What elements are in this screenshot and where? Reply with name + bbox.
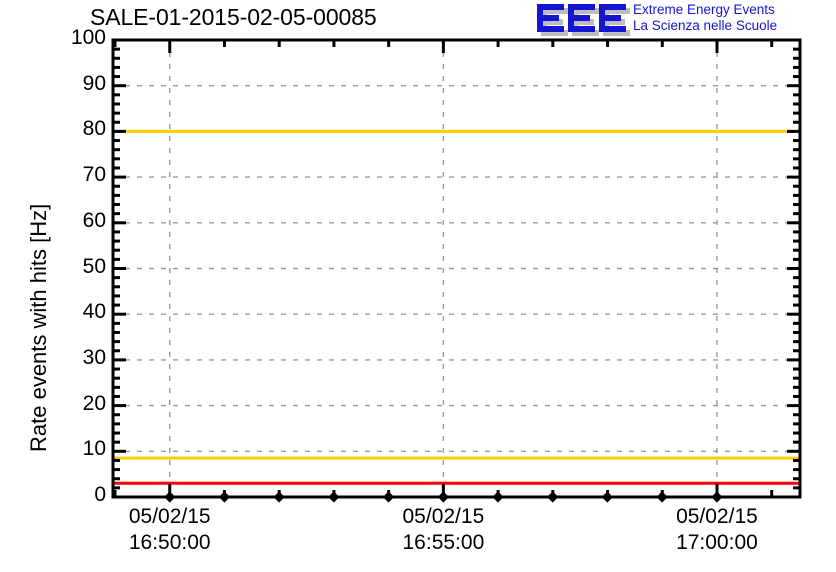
data-point-marker[interactable] — [711, 491, 723, 503]
y-tick-label: 40 — [82, 300, 106, 324]
x-tick-label-date: 05/02/15 — [676, 505, 758, 528]
x-tick-label-time: 17:00:00 — [676, 531, 758, 554]
y-tick-label: 10 — [82, 437, 106, 461]
threshold-lines — [113, 38, 800, 485]
eee-logo-mark — [537, 4, 630, 36]
data-point-marker[interactable] — [273, 491, 285, 503]
x-tick-label: 05/02/15 16:50:00 — [80, 504, 260, 556]
data-point-marker[interactable] — [164, 491, 176, 503]
y-tick-label: 70 — [82, 163, 106, 187]
data-point-marker[interactable] — [328, 491, 340, 503]
data-point-marker[interactable] — [437, 491, 449, 503]
data-point-marker[interactable] — [601, 491, 613, 503]
x-tick-label: 05/02/15 17:00:00 — [627, 504, 807, 556]
eee-letter-1 — [537, 4, 568, 36]
plot-frame-rect — [111, 38, 802, 499]
eee-logo-text: Extreme Energy Events La Scienza nelle S… — [633, 2, 777, 34]
eee-letter-3 — [599, 4, 630, 36]
y-tick-label: 50 — [82, 254, 106, 278]
data-point-marker[interactable] — [492, 491, 504, 503]
data-point-marker[interactable] — [656, 491, 668, 503]
y-tick-label: 20 — [82, 391, 106, 415]
x-tick-label-time: 16:55:00 — [402, 531, 485, 554]
y-tick-label: 60 — [82, 208, 106, 232]
y-tick-label: 90 — [82, 71, 106, 95]
eee-letter-2 — [568, 4, 599, 36]
plot-title: SALE-01-2015-02-05-00085 — [90, 4, 377, 30]
y-tick-label: 0 — [94, 483, 106, 506]
x-tick-label-time: 16:50:00 — [128, 531, 211, 554]
data-point-marker[interactable] — [547, 491, 559, 503]
y-tick-label: 100 — [70, 26, 106, 49]
eee-logo-line2: La Scienza nelle Scuole — [633, 18, 778, 33]
eee-logo-line1: Extreme Energy Events — [633, 2, 775, 17]
eee-logo: Extreme Energy Events La Scienza nelle S… — [537, 2, 833, 36]
x-tick-label: 05/02/15 16:55:00 — [353, 504, 533, 556]
data-markers[interactable] — [164, 491, 723, 503]
y-tick-label: 80 — [82, 117, 106, 141]
data-point-marker[interactable] — [382, 491, 395, 503]
x-tick-label-date: 05/02/15 — [128, 505, 211, 528]
grid-lines — [113, 40, 800, 497]
x-tick-label-date: 05/02/15 — [402, 505, 485, 528]
axis-ticks — [113, 38, 800, 499]
plot-frame — [111, 38, 802, 499]
data-point-marker[interactable] — [218, 491, 231, 503]
y-tick-label: 30 — [82, 345, 106, 369]
